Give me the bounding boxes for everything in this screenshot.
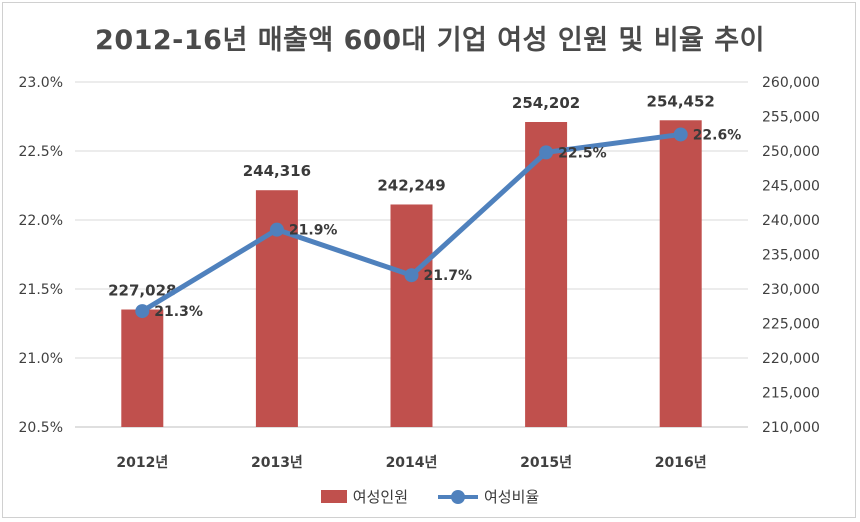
legend-bar-swatch [320,490,347,503]
line-series: 21.3% 21.9% 21.7% 22.5% 22.6% [135,127,741,320]
right-tick-label: 210,000 [762,420,820,436]
category-label: 2014년 [386,455,438,471]
bar-data-label: 254,202 [512,94,580,112]
chart-title: 2012-16년 매출액 600대 기업 여성 인원 및 비율 추이 [95,25,765,56]
left-tick-label: 22.5% [19,144,63,160]
legend-item-bar[interactable]: 여성인원 [320,486,408,507]
left-tick-label: 23.0% [19,75,63,91]
line-point [269,222,284,237]
bar-data-label: 254,452 [647,92,715,110]
legend-line-label: 여성비율 [484,488,540,506]
right-tick-label: 230,000 [762,282,820,298]
left-axis-ticks: 23.0% 22.5% 22.0% 21.5% 21.0% 20.5% [19,75,63,436]
bar [659,120,702,428]
line-data-label: 21.9% [289,223,338,239]
right-tick-label: 220,000 [762,351,820,367]
right-tick-label: 235,000 [762,248,820,264]
category-label: 2016년 [655,455,707,471]
right-tick-label: 215,000 [762,386,820,402]
line-data-label: 21.3% [154,304,203,320]
bar-data-label: 242,249 [377,176,445,194]
left-tick-label: 21.0% [19,351,63,367]
right-tick-label: 250,000 [762,144,820,160]
category-label: 2015년 [520,455,572,471]
line-point [135,304,150,319]
bar-data-label: 227,028 [108,282,176,300]
legend-item-line[interactable]: 여성비율 [438,486,539,507]
bar-data-labels: 227,028 244,316 242,249 254,202 254,452 [108,92,715,299]
right-tick-label: 245,000 [762,179,820,195]
legend-bar-label: 여성인원 [352,488,408,506]
right-tick-label: 260,000 [762,75,820,91]
bar [121,309,164,427]
left-tick-label: 21.5% [19,282,63,298]
line-data-label: 21.7% [424,268,473,284]
line-data-label: 22.6% [693,127,742,143]
line-point [673,127,688,142]
bar [390,204,433,427]
right-axis-ticks: 260,000 255,000 250,000 245,000 240,000 235,0… [762,75,820,436]
line-point [404,268,419,283]
line-point [539,145,554,160]
category-labels: 2012년 2013년 2014년 2015년 2016년 [116,455,706,471]
legend-line-swatch [438,489,478,504]
left-tick-label: 22.0% [19,213,63,229]
right-tick-label: 225,000 [762,317,820,333]
line-data-label: 22.5% [558,145,607,161]
bar [525,122,568,428]
left-tick-label: 20.5% [19,420,63,436]
bar-data-label: 244,316 [243,162,311,180]
bar-series [121,120,702,428]
category-label: 2012년 [116,455,168,471]
category-label: 2013년 [251,455,303,471]
legend: 여성인원 여성비율 [0,486,860,507]
right-tick-label: 255,000 [762,110,820,126]
right-tick-label: 240,000 [762,213,820,229]
